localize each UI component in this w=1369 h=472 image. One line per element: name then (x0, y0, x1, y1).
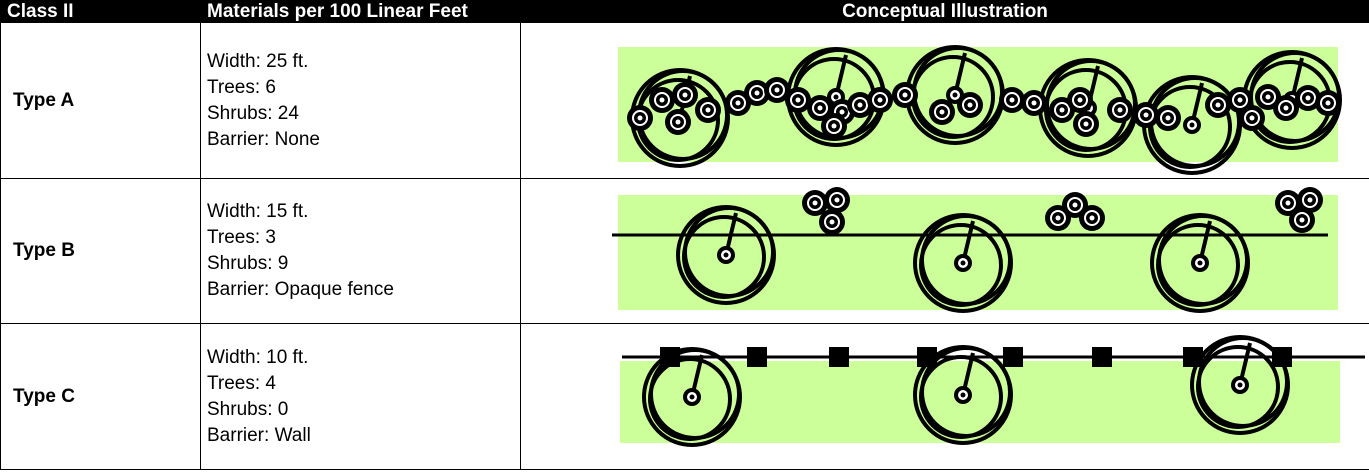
material-line: Width: 10 ft. (207, 346, 309, 368)
material-line: Shrubs: 0 (207, 398, 289, 420)
class-cell: Type A (0, 22, 201, 179)
material-line: Trees: 3 (207, 227, 276, 248)
materials-cell: Width: 25 ft. Trees: 6 Shrubs: 24 Barrie… (200, 22, 521, 179)
table-row: Type A Width: 25 ft. Trees: 6 Shrubs: 24… (0, 22, 1369, 179)
material-line: Barrier: None (207, 128, 320, 150)
material-line: Width: 25 ft. (207, 50, 309, 72)
class-cell: Type C (0, 323, 201, 470)
material-line: Trees: 6 (207, 76, 276, 98)
header-cell: Class II (0, 0, 201, 23)
header-cell: Conceptual Illustration (520, 0, 1369, 23)
illustration-cell (520, 22, 1369, 179)
material-line: Barrier: Wall (207, 424, 311, 446)
illustration-cell (520, 178, 1369, 324)
header-cell: Materials per 100 Linear Feet (200, 0, 521, 23)
material-line: Width: 15 ft. (207, 201, 309, 222)
header-row: Class II Materials per 100 Linear Feet C… (0, 0, 1369, 23)
material-line: Trees: 4 (207, 372, 276, 394)
table-row: Type B Width: 15 ft. Trees: 3 Shrubs: 9 … (0, 178, 1369, 324)
table-row: Type C Width: 10 ft. Trees: 4 Shrubs: 0 … (0, 323, 1369, 470)
materials-cell: Width: 15 ft. Trees: 3 Shrubs: 9 Barrier… (200, 178, 521, 324)
material-line: Barrier: Opaque fence (207, 279, 394, 300)
illustration-cell (520, 323, 1369, 470)
material-line: Shrubs: 9 (207, 253, 289, 274)
class-cell: Type B (0, 178, 201, 324)
materials-cell: Width: 10 ft. Trees: 4 Shrubs: 0 Barrier… (200, 323, 521, 470)
material-line: Shrubs: 24 (207, 102, 299, 124)
